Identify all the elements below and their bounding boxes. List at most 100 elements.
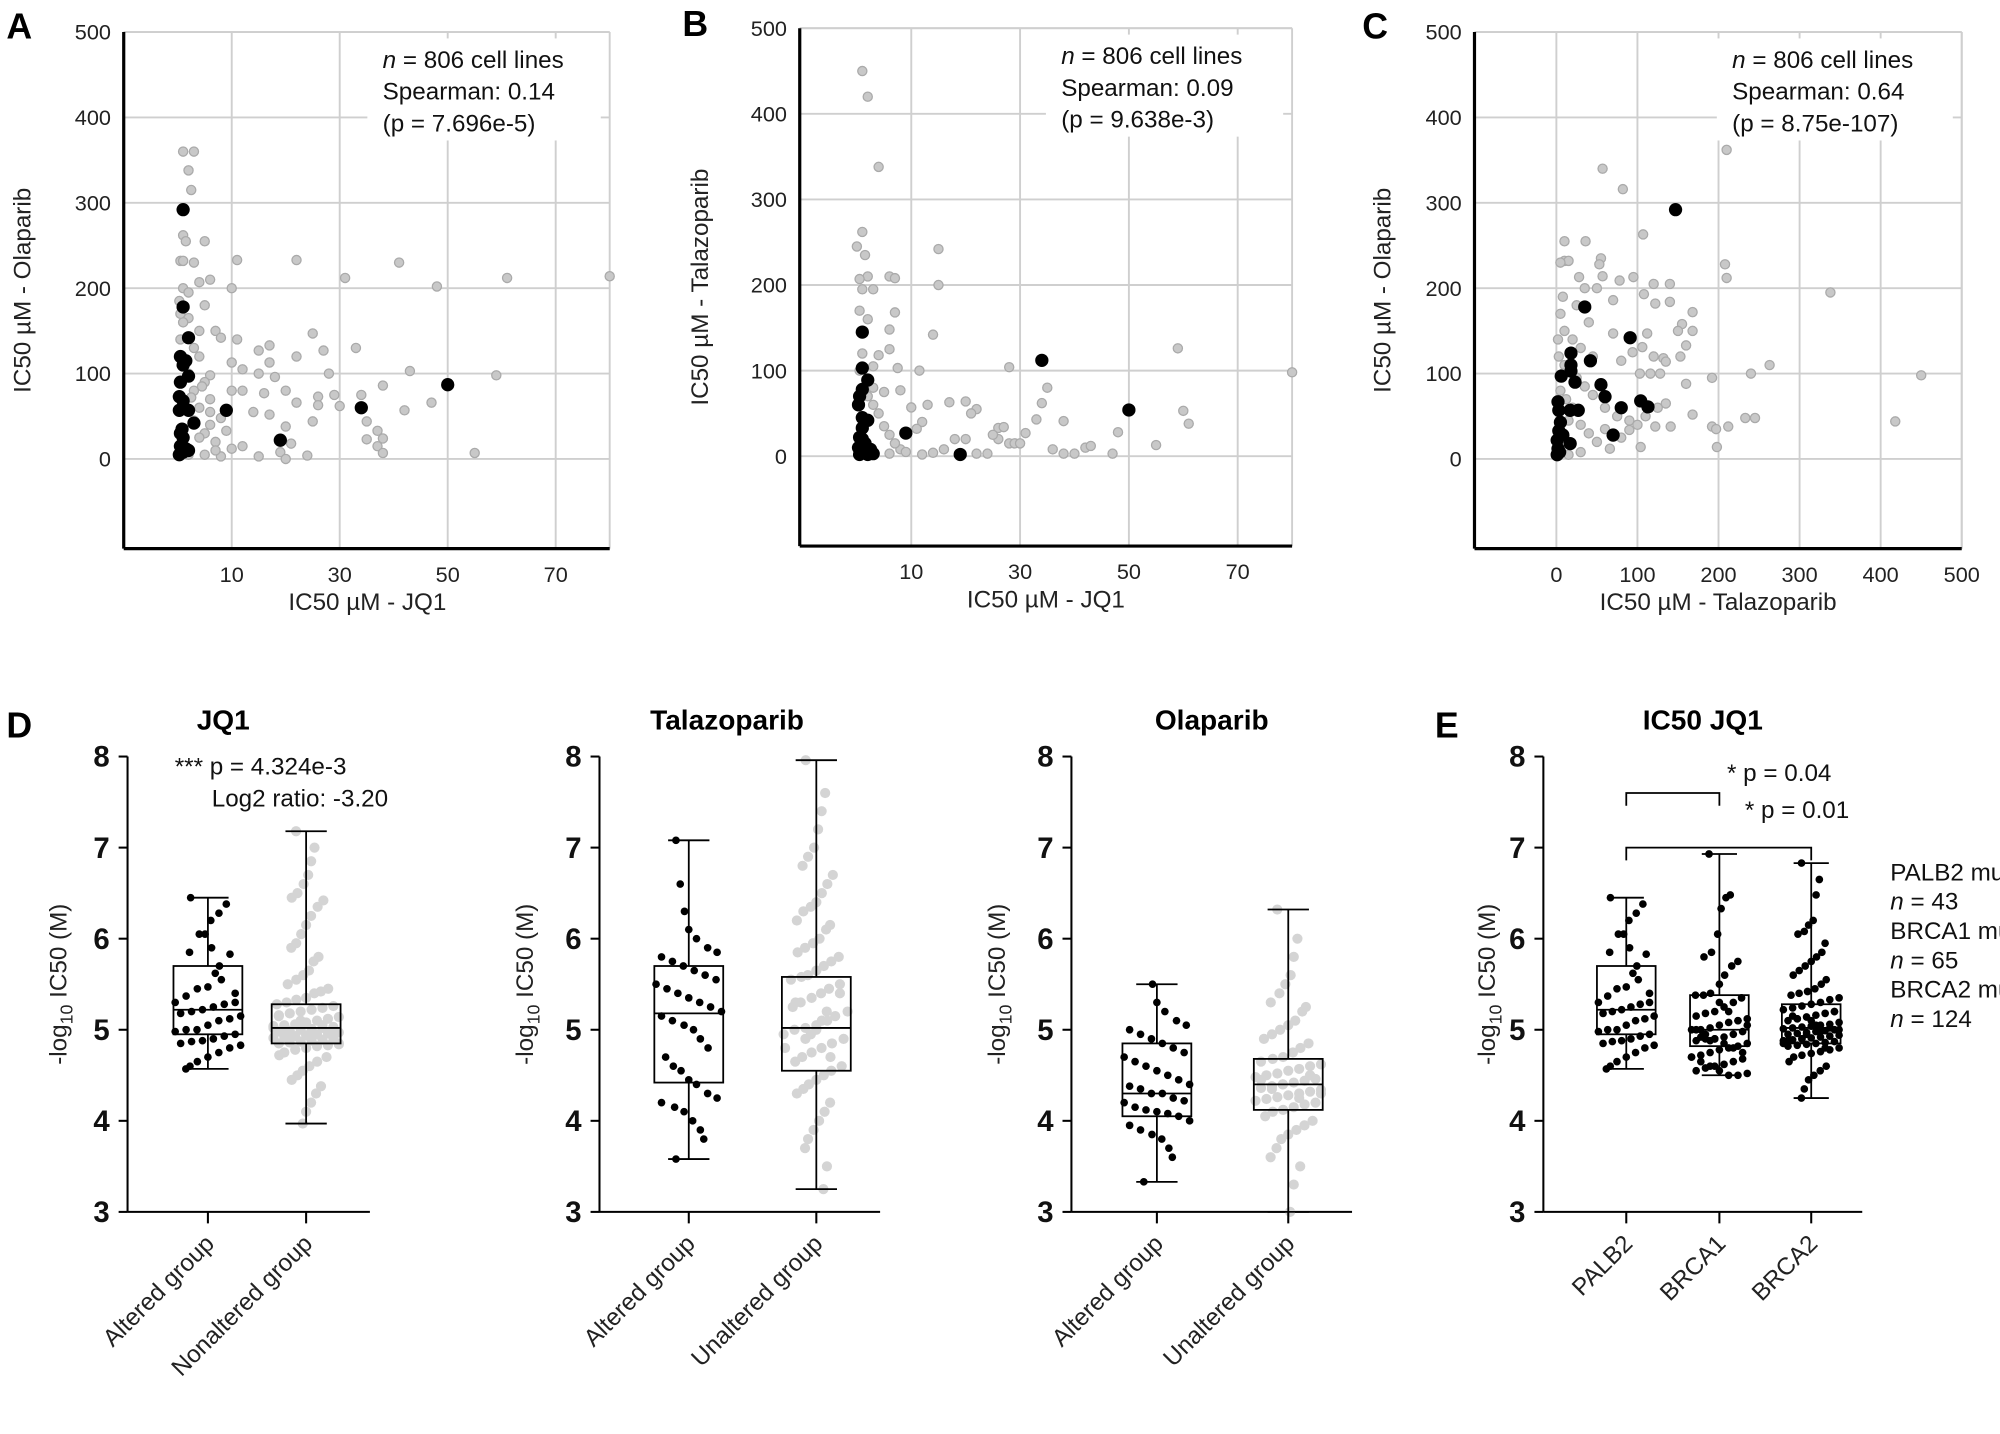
data-point bbox=[328, 1026, 339, 1037]
data-point bbox=[237, 364, 248, 375]
data-point bbox=[322, 1040, 334, 1051]
data-point bbox=[1835, 994, 1843, 1002]
data-point bbox=[286, 942, 297, 953]
data-point bbox=[226, 443, 237, 454]
data-point bbox=[1283, 1065, 1294, 1076]
data-point bbox=[812, 824, 824, 835]
data-point bbox=[1310, 1097, 1321, 1108]
data-point bbox=[816, 806, 827, 817]
data-point bbox=[225, 1015, 234, 1023]
data-point bbox=[1266, 1083, 1278, 1095]
y-axis-label: -log10 IC50 (M) bbox=[1474, 904, 1505, 1065]
data-point bbox=[1266, 1029, 1278, 1040]
x-tick-label: 300 bbox=[1782, 562, 1818, 587]
data-point bbox=[1795, 966, 1804, 975]
data-point bbox=[1591, 282, 1603, 294]
box-group: Unaltered group bbox=[1158, 904, 1327, 1372]
data-point bbox=[1288, 951, 1299, 962]
data-point bbox=[334, 400, 345, 412]
data-point bbox=[274, 1050, 285, 1061]
y-tick-label: 400 bbox=[75, 105, 111, 130]
y-axis-label: IC50 µM - Olaparib bbox=[10, 188, 37, 393]
data-point bbox=[302, 450, 313, 461]
data-point bbox=[1687, 1053, 1696, 1061]
data-point bbox=[377, 380, 389, 391]
data-point bbox=[1821, 1044, 1829, 1052]
data-point bbox=[1825, 995, 1834, 1004]
data-point bbox=[884, 324, 895, 335]
data-point bbox=[1174, 1076, 1183, 1084]
data-point bbox=[895, 385, 906, 396]
data-point bbox=[823, 983, 835, 994]
highlighted-point bbox=[1578, 300, 1592, 314]
data-point bbox=[312, 1056, 323, 1067]
data-point bbox=[1276, 1133, 1287, 1145]
data-point bbox=[264, 409, 275, 420]
data-point bbox=[1315, 1059, 1327, 1070]
panel-label: E bbox=[1435, 705, 1459, 745]
data-point bbox=[206, 916, 215, 925]
data-point bbox=[1650, 1012, 1658, 1020]
plot-title: IC50 JQ1 bbox=[1643, 705, 1763, 736]
data-point bbox=[1272, 1092, 1283, 1103]
plot-title: Olaparib bbox=[1155, 705, 1269, 736]
data-point bbox=[1003, 361, 1015, 373]
data-point bbox=[1625, 943, 1634, 952]
annotation-line: n = 806 cell lines bbox=[1732, 47, 1913, 74]
data-point bbox=[916, 449, 928, 460]
data-point bbox=[859, 249, 871, 261]
data-point bbox=[1599, 1009, 1607, 1018]
data-point bbox=[1161, 1007, 1169, 1016]
data-point bbox=[1604, 443, 1616, 454]
data-point bbox=[1706, 372, 1718, 384]
x-tick-label: 50 bbox=[436, 562, 460, 587]
data-point bbox=[1182, 1021, 1191, 1030]
data-point bbox=[275, 446, 286, 458]
data-point bbox=[231, 334, 243, 345]
data-point bbox=[183, 287, 194, 298]
data-point bbox=[1627, 347, 1638, 358]
highlighted-point bbox=[181, 331, 196, 345]
data-point bbox=[652, 980, 660, 989]
data-point bbox=[906, 402, 917, 413]
data-point bbox=[827, 869, 838, 881]
data-point bbox=[204, 1021, 212, 1030]
y-tick-label: 6 bbox=[1037, 923, 1053, 956]
data-point bbox=[826, 1038, 838, 1049]
data-point bbox=[426, 397, 437, 408]
data-point bbox=[221, 425, 232, 437]
data-point bbox=[1734, 1016, 1742, 1025]
data-point bbox=[884, 448, 895, 459]
data-point bbox=[657, 953, 666, 961]
data-point bbox=[305, 910, 317, 922]
data-point bbox=[469, 447, 480, 459]
data-point bbox=[220, 1000, 229, 1009]
highlighted-point bbox=[176, 358, 190, 372]
data-point bbox=[834, 988, 846, 999]
data-point bbox=[204, 370, 216, 381]
data-point bbox=[867, 399, 879, 411]
data-point bbox=[296, 929, 307, 940]
data-point bbox=[1131, 1057, 1139, 1066]
y-tick-label: 300 bbox=[1426, 190, 1462, 215]
highlighted-point bbox=[851, 398, 866, 412]
data-point bbox=[1617, 1036, 1626, 1045]
data-point bbox=[236, 1041, 245, 1050]
data-point bbox=[361, 434, 372, 445]
data-point bbox=[692, 934, 701, 943]
data-point bbox=[1602, 1065, 1611, 1073]
data-point bbox=[356, 389, 367, 401]
data-point bbox=[1150, 439, 1162, 451]
data-point bbox=[1163, 1071, 1172, 1080]
data-point bbox=[253, 368, 264, 379]
data-point bbox=[862, 91, 873, 102]
data-point bbox=[204, 406, 216, 418]
data-point bbox=[900, 446, 912, 458]
data-point bbox=[944, 397, 955, 408]
data-point bbox=[1687, 325, 1698, 337]
data-point bbox=[857, 348, 868, 359]
box bbox=[653, 965, 725, 1084]
data-point bbox=[867, 284, 879, 295]
x-tick-label: Altered group bbox=[579, 1230, 701, 1352]
data-point bbox=[1664, 278, 1676, 290]
